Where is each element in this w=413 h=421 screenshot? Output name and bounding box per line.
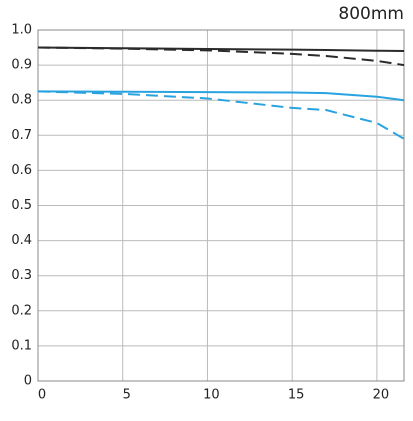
series-line: [37, 46, 405, 67]
y-tick-label: 0.3: [11, 268, 32, 283]
x-tick-label: 10: [203, 388, 220, 403]
y-tick-label: 0.7: [11, 128, 32, 143]
x-tick-label: 15: [288, 388, 305, 403]
series-line: [37, 90, 405, 102]
y-tick-label: 1.0: [11, 23, 32, 38]
chart-title: 800mm: [338, 4, 404, 24]
y-tick-label: 0.6: [11, 163, 32, 178]
y-tick-label: 0.2: [11, 303, 32, 318]
x-tick-label: 5: [123, 388, 131, 403]
y-tick-label: 0.8: [11, 93, 32, 108]
x-tick-label: 0: [38, 388, 46, 403]
series-line: [37, 46, 405, 53]
y-tick-label: 0.1: [11, 338, 32, 353]
y-tick-label: 0.4: [11, 233, 32, 248]
series-line: [37, 90, 405, 140]
plot-frame: [37, 29, 405, 382]
y-tick-label: 0.5: [11, 198, 32, 213]
x-tick-label: 20: [373, 388, 390, 403]
y-tick-label: 0.9: [11, 58, 32, 73]
y-tick-label: 0: [24, 374, 32, 389]
